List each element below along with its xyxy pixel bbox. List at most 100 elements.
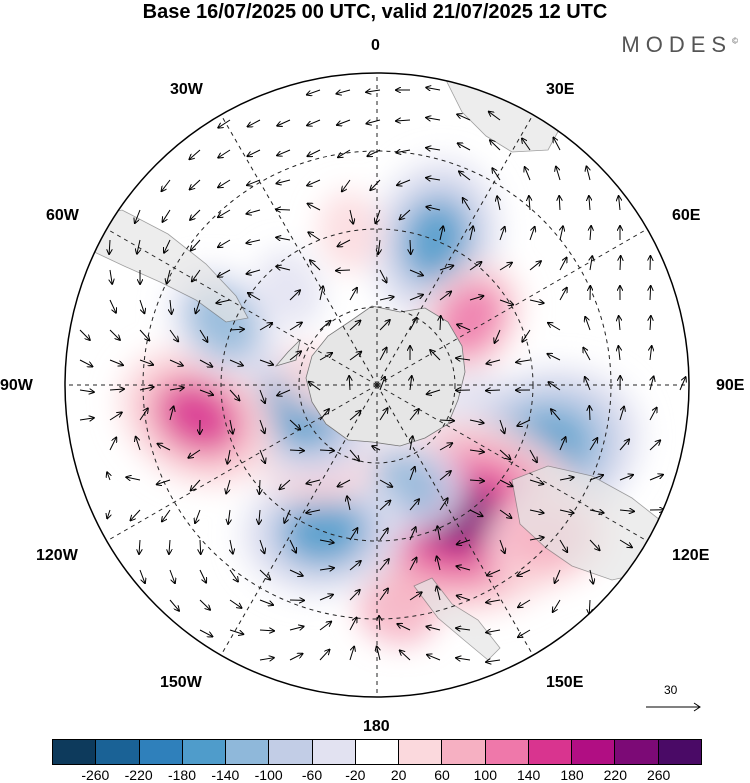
- wind-arrow: [259, 419, 265, 433]
- wind-arrow: [400, 650, 411, 661]
- wind-arrow: [169, 539, 170, 554]
- wind-arrow: [590, 569, 593, 584]
- wind-arrow: [396, 120, 411, 121]
- wind-arrow: [349, 590, 360, 601]
- wind-arrow: [199, 599, 210, 610]
- wind-arrow: [379, 320, 390, 331]
- wind-arrow: [139, 359, 153, 365]
- wind-arrow: [284, 509, 291, 523]
- wind-arrow: [440, 226, 443, 241]
- wind-arrow: [164, 239, 171, 253]
- wind-arrow: [439, 498, 448, 511]
- wind-arrow: [199, 329, 207, 342]
- anomaly-contour: [256, 249, 324, 328]
- wind-arrow: [139, 569, 145, 583]
- vector-scale-arrow: [646, 702, 701, 712]
- wind-arrow: [192, 269, 201, 281]
- wind-arrow: [349, 376, 350, 391]
- wind-arrow: [200, 539, 201, 554]
- wind-arrow: [409, 269, 423, 275]
- wind-arrow: [320, 286, 323, 301]
- latitude-circle: [298, 306, 456, 464]
- wind-arrow: [279, 479, 291, 489]
- wind-arrow: [259, 658, 274, 660]
- colorbar-swatch: [182, 740, 227, 764]
- wind-arrow: [227, 449, 230, 464]
- wind-arrow: [379, 616, 380, 631]
- wind-arrow: [308, 204, 321, 211]
- wind-arrow: [307, 179, 321, 186]
- wind-arrow: [139, 387, 154, 390]
- wind-arrow: [427, 389, 441, 394]
- wind-arrow: [276, 267, 291, 270]
- wind-arrow: [349, 288, 357, 301]
- wind-arrow: [487, 569, 501, 576]
- wind-arrow: [518, 599, 531, 607]
- wind-arrow: [427, 655, 441, 661]
- wind-arrow: [529, 196, 530, 211]
- wind-arrow: [137, 239, 140, 254]
- colorbar-swatch: [658, 740, 701, 764]
- wind-arrow: [529, 261, 541, 271]
- wind-arrow: [529, 449, 537, 462]
- wind-arrow: [470, 226, 473, 241]
- wind-arrow: [619, 439, 629, 451]
- wind-arrow: [169, 599, 179, 611]
- wind-arrow: [585, 317, 591, 331]
- wind-arrow: [218, 209, 231, 217]
- wind-arrow: [169, 329, 178, 341]
- colorbar-tick-label: 140: [516, 767, 541, 783]
- wind-arrow: [396, 150, 411, 153]
- wind-arrow: [619, 475, 633, 481]
- wind-arrow: [529, 479, 543, 484]
- wind-arrow: [459, 171, 471, 181]
- chart-title: Base 16/07/2025 00 UTC, valid 21/07/2025…: [142, 1, 608, 23]
- wind-arrow: [650, 346, 652, 361]
- wind-arrow: [379, 377, 385, 391]
- colorbar-tick-label: -220: [124, 767, 153, 783]
- wind-arrow: [499, 449, 510, 459]
- wind-arrow: [486, 390, 501, 391]
- wind-arrow: [619, 539, 632, 547]
- meridian-line: [106, 228, 378, 386]
- wind-arrow: [409, 499, 419, 511]
- wind-arrow: [458, 143, 471, 151]
- wind-arrow: [589, 438, 597, 451]
- wind-arrow: [319, 409, 329, 421]
- wind-arrow: [319, 450, 334, 451]
- wind-arrow: [650, 376, 654, 391]
- wind-arrow: [377, 646, 380, 661]
- wind-arrow: [109, 299, 116, 313]
- wind-arrow: [259, 630, 274, 631]
- wind-arrow: [529, 510, 544, 513]
- vector-scale-label: 30: [664, 683, 678, 697]
- wind-arrow: [456, 658, 471, 660]
- wind-arrow: [499, 509, 511, 518]
- wind-arrow: [289, 323, 302, 331]
- wind-arrow: [440, 316, 441, 331]
- wind-arrow: [410, 436, 413, 451]
- wind-arrow: [409, 592, 422, 601]
- wind-arrow: [347, 496, 350, 511]
- wind-arrow: [650, 286, 651, 301]
- wind-arrow: [337, 119, 351, 125]
- wind-arrow: [559, 477, 574, 480]
- wind-vectors: [79, 87, 686, 662]
- wind-arrow: [469, 420, 484, 423]
- wind-arrow: [457, 539, 471, 544]
- wind-arrow: [486, 630, 501, 632]
- wind-arrow: [410, 376, 412, 391]
- wind-arrow: [409, 295, 423, 301]
- colorbar-tick-label: 60: [434, 767, 450, 783]
- wind-arrow: [169, 359, 183, 366]
- colorbar: [52, 739, 702, 765]
- colorbar-swatch: [528, 740, 573, 764]
- wind-arrow: [426, 87, 441, 90]
- wind-arrow: [430, 350, 441, 361]
- wind-arrow: [486, 660, 501, 662]
- wind-arrow: [199, 629, 212, 637]
- wind-arrow: [230, 539, 233, 554]
- wind-arrow: [308, 232, 321, 241]
- wind-arrow: [437, 556, 440, 571]
- wind-arrow: [167, 269, 170, 284]
